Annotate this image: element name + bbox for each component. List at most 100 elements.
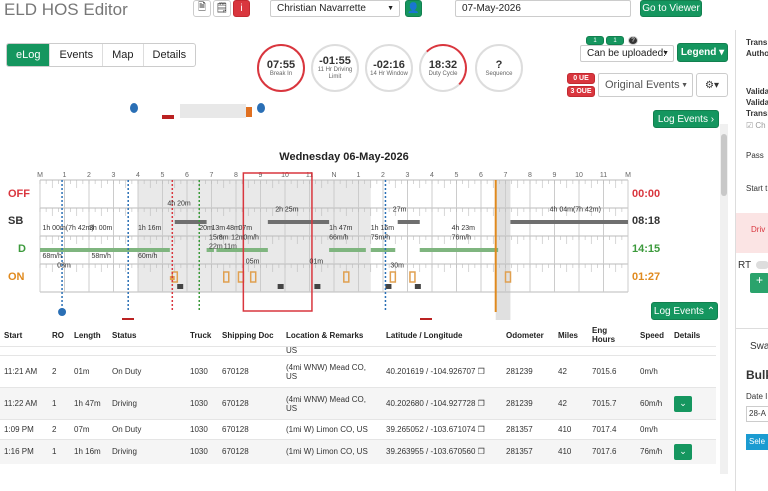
header-location[interactable]: Location & Remarks bbox=[286, 330, 364, 340]
tab-elog[interactable]: eLog bbox=[7, 44, 51, 66]
header-truck[interactable]: Truck bbox=[190, 330, 212, 340]
bulk-date-input[interactable]: 28-A bbox=[746, 406, 768, 422]
panel-transi: Transi bbox=[746, 109, 768, 118]
us-flag-icon bbox=[122, 318, 134, 320]
graph-annotation: 22m bbox=[209, 244, 223, 251]
upload-badge-2[interactable]: 1 bbox=[606, 36, 624, 45]
select-button[interactable]: Sele bbox=[746, 434, 768, 450]
help-icon[interactable]: ? bbox=[628, 36, 638, 45]
chevron-down-icon: ▼ bbox=[387, 5, 394, 12]
cell-miles: 410 bbox=[554, 419, 588, 440]
gauge-driving: -01:55 11 Hr Driving Limit bbox=[311, 44, 359, 92]
tab-map[interactable]: Map bbox=[103, 44, 144, 66]
cell-speed: 76m/h bbox=[636, 439, 670, 464]
cell-speed: 60m/h bbox=[636, 387, 670, 420]
table-row[interactable]: 11:22 AM 1 1h 47m Driving 1030 670128 (4… bbox=[0, 387, 716, 420]
events-select[interactable]: Original Events ▼ bbox=[598, 73, 693, 97]
cell-speed: 0m/h bbox=[636, 419, 670, 440]
graph-annotation: 60m/h bbox=[138, 253, 158, 260]
us-flag-icon bbox=[420, 318, 432, 320]
tab-details[interactable]: Details bbox=[152, 49, 187, 61]
rt-toggle[interactable] bbox=[756, 261, 768, 269]
cell-latlng: 39.265052 / -103.671074 ❐ bbox=[382, 419, 502, 440]
total-sb: 08:18 bbox=[632, 215, 661, 227]
expand-chevron-icon[interactable]: ⌄ bbox=[674, 395, 692, 412]
bluetooth-icon bbox=[246, 107, 252, 117]
upload-badge-1[interactable]: 1 bbox=[586, 36, 604, 45]
copy-icon[interactable]: ❐ bbox=[477, 399, 485, 408]
header-ro[interactable]: RO bbox=[52, 330, 64, 340]
hour-label: 6 bbox=[479, 172, 483, 179]
tab-events[interactable]: Events bbox=[50, 44, 104, 66]
graph-annotation: 30m bbox=[390, 262, 404, 269]
header-miles[interactable]: Miles bbox=[558, 330, 579, 340]
graph-annotation: 1h 16m bbox=[138, 225, 162, 232]
graph-annotation: 1h 16m bbox=[371, 225, 395, 232]
graph-annotation: 07m bbox=[238, 225, 252, 232]
latlng-text: 39.265052 / -103.671074 bbox=[386, 425, 476, 434]
document-icon[interactable]: 🗎 bbox=[193, 0, 211, 17]
cell-status: Driving bbox=[108, 439, 186, 464]
table-header: Start RO Length Status Truck Shipping Do… bbox=[0, 324, 716, 347]
panel-pass: Pass bbox=[746, 151, 764, 160]
scrollbar-thumb[interactable] bbox=[721, 134, 727, 196]
graph-annotation: 76m/h bbox=[452, 234, 472, 241]
ue-badge[interactable]: 0 UE bbox=[567, 73, 595, 84]
legend-button[interactable]: Legend ▾ bbox=[677, 43, 728, 62]
upload-select[interactable]: Can be uploaded: ▼ bbox=[580, 45, 674, 62]
cell-doc: 670128 bbox=[218, 355, 282, 388]
copy-icon[interactable]: ❐ bbox=[477, 367, 485, 376]
hour-label: 11 bbox=[600, 172, 607, 179]
oue-badge[interactable]: 3 OUE bbox=[567, 86, 595, 97]
driver-select[interactable]: Christian Navarrette ▼ bbox=[270, 0, 400, 17]
date-input[interactable]: 07-May-2026 bbox=[455, 0, 631, 17]
log-events-button[interactable]: Log Events › bbox=[653, 110, 719, 128]
gauge-label: 11 Hr Driving Limit bbox=[317, 67, 353, 80]
go-to-viewer-button[interactable]: Go to Viewer bbox=[640, 0, 702, 17]
panel-checkbox[interactable]: ☑ Ch bbox=[746, 121, 766, 130]
cell-ro: 1 bbox=[48, 439, 70, 464]
header-speed[interactable]: Speed bbox=[640, 330, 665, 340]
header-length[interactable]: Length bbox=[74, 330, 101, 340]
total-off: 00:00 bbox=[632, 188, 661, 200]
log-table: Start RO Length Status Truck Shipping Do… bbox=[0, 324, 716, 464]
panel-trans: Trans bbox=[746, 38, 768, 47]
log-events-collapse-button[interactable]: Log Events ⌃ bbox=[651, 302, 718, 320]
add-button[interactable]: + bbox=[750, 273, 768, 293]
app-title: ELD HOS Editor bbox=[4, 0, 128, 19]
gauge-value: -01:55 bbox=[319, 55, 351, 67]
info-icon[interactable]: i bbox=[233, 0, 250, 17]
camera-icon bbox=[314, 284, 321, 289]
header-shipping-doc[interactable]: Shipping Doc bbox=[222, 330, 274, 340]
table-row[interactable]: 1:16 PM 1 1h 16m Driving 1030 670128 (1m… bbox=[0, 439, 716, 464]
header-details[interactable]: Details bbox=[674, 330, 701, 340]
gauge-duty-cycle: 18:32 Duty Cycle bbox=[419, 44, 467, 92]
cell-truck: 1030 bbox=[186, 387, 218, 420]
header-latlng[interactable]: Latitude / Longitude bbox=[386, 330, 463, 340]
chevron-down-icon: ▼ bbox=[681, 81, 688, 89]
user-icon[interactable]: 👤 bbox=[405, 0, 422, 17]
scrollbar[interactable] bbox=[720, 124, 728, 474]
copy-icon[interactable]: ❐ bbox=[477, 425, 485, 434]
hour-label: 2 bbox=[381, 172, 385, 179]
on-duty-mark bbox=[409, 271, 416, 283]
row-label-d: D bbox=[18, 243, 26, 255]
header-eng-hours[interactable]: Eng Hours bbox=[592, 326, 616, 344]
copy-icon[interactable]: ❐ bbox=[477, 447, 485, 457]
cell-ro: 1 bbox=[48, 387, 70, 420]
header-start[interactable]: Start bbox=[4, 330, 23, 340]
table-row[interactable]: 1:09 PM 2 07m On Duty 1030 670128 (1mi W… bbox=[0, 419, 716, 440]
cell-eng: 7017.6 bbox=[588, 439, 636, 464]
expand-chevron-icon[interactable]: ⌄ bbox=[674, 443, 692, 460]
cell-status: On Duty bbox=[108, 355, 186, 388]
graph-annotation: 68m/h bbox=[42, 253, 62, 260]
table-row[interactable]: 11:21 AM 2 01m On Duty 1030 670128 (4mi … bbox=[0, 355, 716, 388]
header-odometer[interactable]: Odometer bbox=[506, 330, 544, 340]
settings-gear-icon[interactable]: ⚙▾ bbox=[696, 73, 728, 97]
cell-location: (1mi W) Limon CO, US bbox=[282, 419, 382, 440]
graph-annotation: 4h 04m(7h 42m) bbox=[550, 206, 601, 213]
note-icon[interactable]: 🗒 bbox=[213, 0, 231, 17]
us-flag-icon bbox=[162, 115, 174, 123]
header-status[interactable]: Status bbox=[112, 330, 137, 340]
gauge-sequence: ? Sequence bbox=[475, 44, 523, 92]
